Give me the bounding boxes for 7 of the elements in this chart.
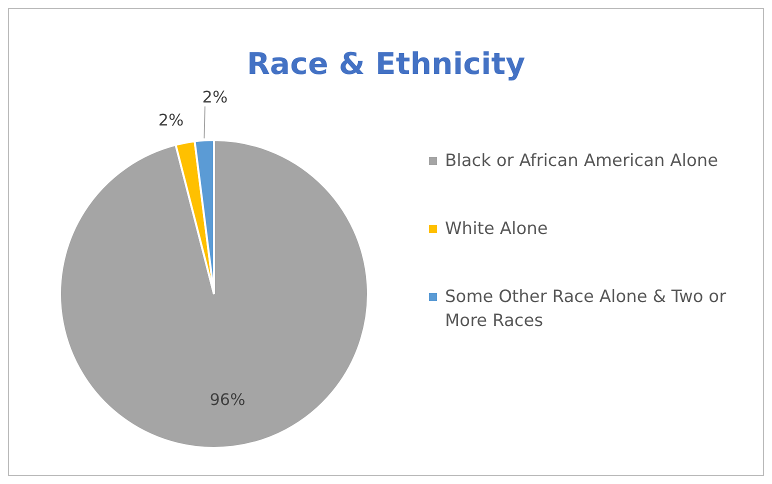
- data-label: 2%: [158, 110, 184, 130]
- data-label: 2%: [202, 88, 228, 107]
- legend-label: Black or African American Alone: [445, 150, 718, 173]
- chart-title: Race & Ethnicity: [246, 47, 526, 82]
- legend-label: Some Other Race Alone & Two or More Races: [445, 286, 728, 333]
- legend-label: White Alone: [445, 218, 548, 241]
- data-label: 96%: [210, 390, 246, 410]
